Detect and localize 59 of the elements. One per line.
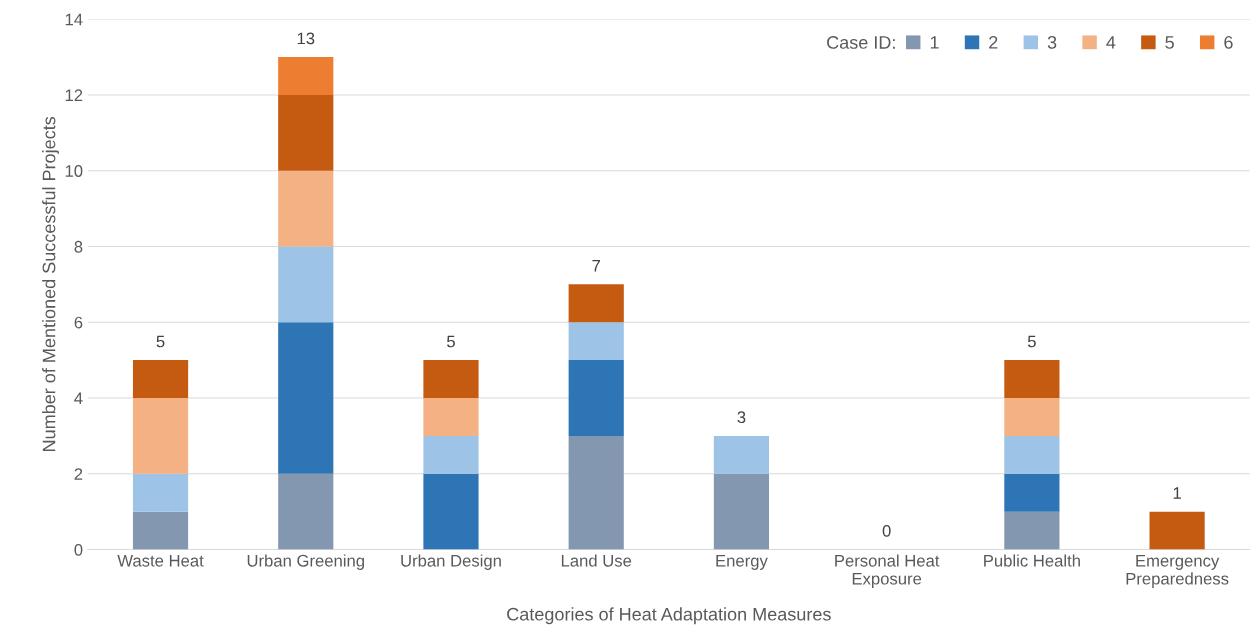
total-label: 5 [447, 335, 455, 348]
bar [132, 473, 189, 512]
total-label: 0 [882, 524, 891, 537]
bar [1004, 360, 1060, 399]
bar [278, 94, 334, 171]
total-label: 5 [1027, 335, 1036, 348]
bar [568, 322, 624, 361]
y-tick-label: 0 [74, 543, 83, 556]
bar [713, 473, 770, 550]
y-tick-label: 4 [74, 392, 83, 405]
x-tick-label: Personal Heat Exposure [835, 554, 940, 588]
y-tick-label: 2 [74, 468, 83, 480]
y-tick-label: 10 [65, 165, 83, 177]
bar [278, 322, 334, 474]
total-label: 13 [297, 32, 315, 45]
y-tick-label: 14 [65, 13, 83, 26]
bar [1004, 511, 1060, 550]
bar [1004, 398, 1060, 436]
x-axis-title: Categories of Heat Adaptation Measures [507, 607, 831, 625]
legend-label: 4 [1106, 36, 1116, 49]
x-tick-label: Waste Heat [117, 555, 204, 567]
legend-title: Case ID: [827, 36, 895, 49]
legend-label: 2 [989, 35, 998, 49]
legend-label: 1 [930, 36, 939, 49]
total-label: 1 [1173, 487, 1181, 499]
bar [1149, 511, 1205, 550]
total-label: 7 [592, 259, 601, 272]
bar [423, 360, 479, 399]
bar [568, 360, 624, 436]
bar [1004, 473, 1060, 512]
bar [423, 435, 479, 474]
bar [568, 435, 624, 550]
y-axis-title: Number of Mentioned Successful Projects [42, 116, 59, 451]
x-tick-label: Emergency Preparedness [1126, 555, 1229, 588]
x-tick-label: Land Use [561, 554, 632, 567]
y-tick-label: 6 [74, 316, 83, 329]
total-label: 3 [737, 411, 746, 424]
bar [1004, 435, 1060, 474]
x-tick-label: Public Health [984, 554, 1080, 567]
legend-label: 5 [1165, 36, 1174, 49]
y-tick-label: 12 [65, 89, 83, 101]
total-label: 5 [156, 335, 165, 348]
y-tick-label: 8 [74, 240, 83, 253]
x-tick-label: Urban Design [401, 554, 501, 570]
bar [278, 246, 334, 323]
legend-label: 6 [1224, 35, 1233, 49]
x-tick-label: Urban Greening [247, 554, 364, 570]
bar [423, 398, 479, 436]
bar [132, 360, 189, 399]
bar [423, 473, 479, 550]
bar [278, 473, 334, 550]
bar [278, 57, 334, 95]
legend-label: 3 [1047, 35, 1057, 49]
bar [568, 284, 624, 323]
bar [713, 435, 770, 474]
bar [132, 511, 189, 550]
bar [278, 170, 334, 247]
bar [132, 398, 189, 474]
x-tick-label: Energy [716, 555, 768, 570]
